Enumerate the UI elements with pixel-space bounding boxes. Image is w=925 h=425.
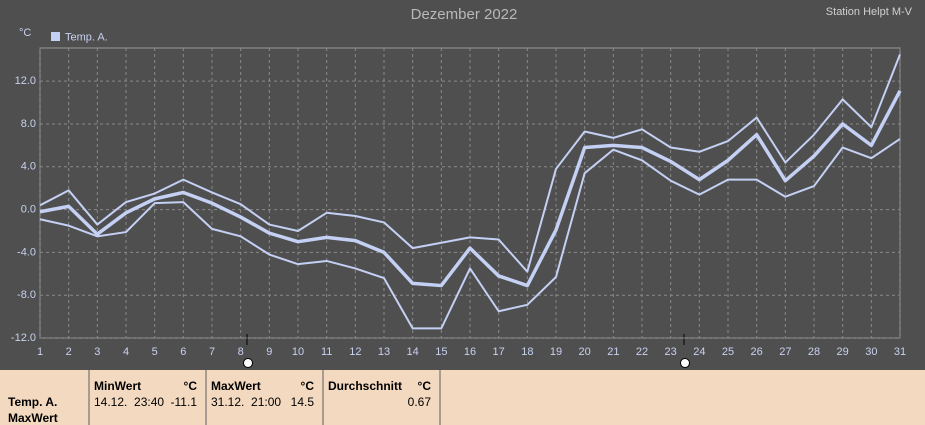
y-tick-label: 0.0 — [21, 203, 36, 215]
cell-value: 0.67 — [407, 395, 431, 409]
x-tick-label: 19 — [550, 346, 562, 358]
y-tick-label: 4.0 — [21, 161, 36, 173]
chart-title: Dezember 2022 — [411, 6, 518, 23]
marker — [243, 358, 253, 368]
y-tick-label: -4.0 — [17, 246, 36, 258]
row-header: Temp. A. MaxWert — [0, 370, 90, 425]
y-tick-label: 12.0 — [15, 75, 36, 87]
x-tick-label: 24 — [693, 346, 705, 358]
chart: Dezember 2022 Station Helpt M-V °C -12.0… — [11, 6, 913, 368]
x-tick-label: 28 — [808, 346, 820, 358]
y-tick-label: -8.0 — [17, 289, 36, 301]
x-tick-label: 25 — [722, 346, 734, 358]
x-tick-label: 29 — [837, 346, 849, 358]
y-tick-label: 8.0 — [21, 118, 36, 130]
x-tick-label: 5 — [152, 346, 158, 358]
x-tick-label: 15 — [435, 346, 447, 358]
x-tick-label: 1 — [37, 346, 43, 358]
x-tick-label: 17 — [493, 346, 505, 358]
x-tick-label: 10 — [292, 346, 304, 358]
x-tick-label: 22 — [636, 346, 648, 358]
x-tick-label: 9 — [266, 346, 272, 358]
row-label: Temp. A. — [8, 395, 58, 409]
x-tick-label: 20 — [579, 346, 591, 358]
x-tick-label: 2 — [66, 346, 72, 358]
column-unit: °C — [183, 379, 197, 393]
legend-swatch — [51, 32, 60, 41]
row-label: MaxWert — [8, 411, 58, 425]
table-column: Durchschnitt °C 0.67 — [324, 370, 441, 425]
column-header: Durchschnitt — [328, 379, 403, 393]
x-tick-label: 26 — [751, 346, 763, 358]
y-unit: °C — [19, 27, 31, 39]
line-upper — [39, 54, 901, 273]
marker — [680, 358, 690, 368]
x-tick-label: 6 — [180, 346, 186, 358]
x-tick-label: 14 — [407, 346, 419, 358]
line-values — [39, 89, 902, 288]
x-tick-label: 23 — [665, 346, 677, 358]
x-tick-label: 7 — [209, 346, 215, 358]
x-tick-label: 21 — [607, 346, 619, 358]
x-tick-label: 13 — [378, 346, 390, 358]
table-column: MinWert °C 14.12. 23:40 -11.1 — [90, 370, 207, 425]
station: Station Helpt M-V — [826, 6, 913, 18]
x-tick-label: 8 — [238, 346, 244, 358]
x-tick-label: 16 — [464, 346, 476, 358]
x-tick-label: 4 — [123, 346, 129, 358]
legend-label: Temp. A. — [65, 31, 108, 43]
column-unit: °C — [300, 379, 314, 393]
column-header: MaxWert — [211, 379, 261, 393]
x-tick-label: 18 — [521, 346, 533, 358]
cell-value: 14.5 — [290, 395, 314, 409]
table-column: MaxWert °C 31.12. 21:00 14.5 — [207, 370, 324, 425]
y-tick-label: -12.0 — [11, 332, 36, 344]
cell-date: 14.12. 23:40 — [94, 395, 165, 409]
x-tick-label: 3 — [94, 346, 100, 358]
line-lower — [39, 138, 901, 330]
x-tick-label: 30 — [865, 346, 877, 358]
x-tick-label: 12 — [349, 346, 361, 358]
summary-table: Temp. A. MaxWert MinWert °C 14.12. 23:40 -1… — [0, 370, 925, 425]
x-tick-label: 31 — [894, 346, 906, 358]
column-unit: °C — [417, 379, 431, 393]
column-header: MinWert — [94, 379, 142, 393]
cell-date: 31.12. 21:00 — [211, 395, 282, 409]
cell-value: -11.1 — [170, 395, 197, 409]
x-tick-label: 11 — [321, 346, 332, 358]
x-tick-label: 27 — [779, 346, 791, 358]
